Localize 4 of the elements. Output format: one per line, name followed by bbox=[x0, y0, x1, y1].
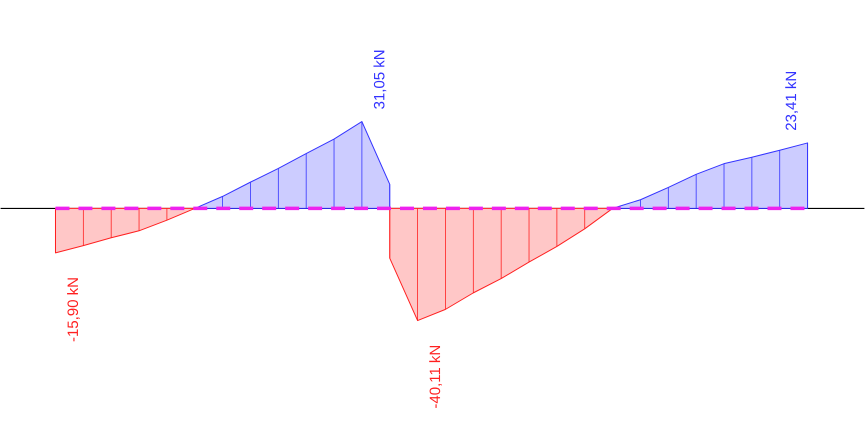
data-label: -40,11 kN bbox=[429, 346, 442, 408]
data-label: 23,41 kN bbox=[785, 72, 798, 130]
data-label: -15,90 kN bbox=[67, 278, 80, 342]
data-label: 31,05 kN bbox=[373, 50, 386, 109]
